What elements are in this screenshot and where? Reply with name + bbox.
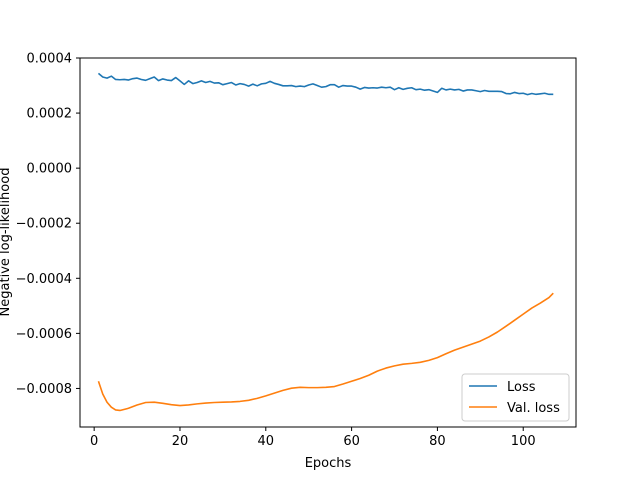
x-tick-label: 0	[90, 434, 98, 449]
y-axis-label: Negative log-likelihood	[0, 168, 13, 317]
legend: Loss Val. loss	[461, 373, 570, 422]
y-tick-label: 0.0000	[27, 162, 73, 177]
x-axis-label: Epochs	[305, 456, 352, 471]
y-tick-label: 0.0004	[27, 52, 73, 67]
y-tick-label: −0.0002	[16, 217, 72, 232]
x-tick-label: 20	[172, 434, 189, 449]
y-tick-label: −0.0006	[16, 327, 72, 342]
x-tick-label: 60	[343, 434, 360, 449]
x-tick-label: 80	[429, 434, 446, 449]
x-axis: 0 20 40 60 80 100	[90, 427, 536, 449]
legend-label-loss: Loss	[507, 380, 536, 395]
plot-lines	[97, 72, 554, 412]
x-tick-label: 40	[258, 434, 275, 449]
legend-label-val-loss: Val. loss	[507, 401, 560, 416]
y-tick-label: 0.0002	[27, 107, 73, 122]
series-line-loss	[97, 72, 554, 96]
plot-frame	[79, 57, 577, 428]
series-line-val-loss	[97, 292, 554, 412]
y-tick-label: −0.0008	[16, 382, 72, 397]
y-axis: 0.0004 0.0002 0.0000 −0.0002 −0.0004 −0.0006 −…	[16, 52, 80, 397]
y-tick-label: −0.0004	[16, 272, 72, 287]
x-tick-label: 100	[511, 434, 536, 449]
